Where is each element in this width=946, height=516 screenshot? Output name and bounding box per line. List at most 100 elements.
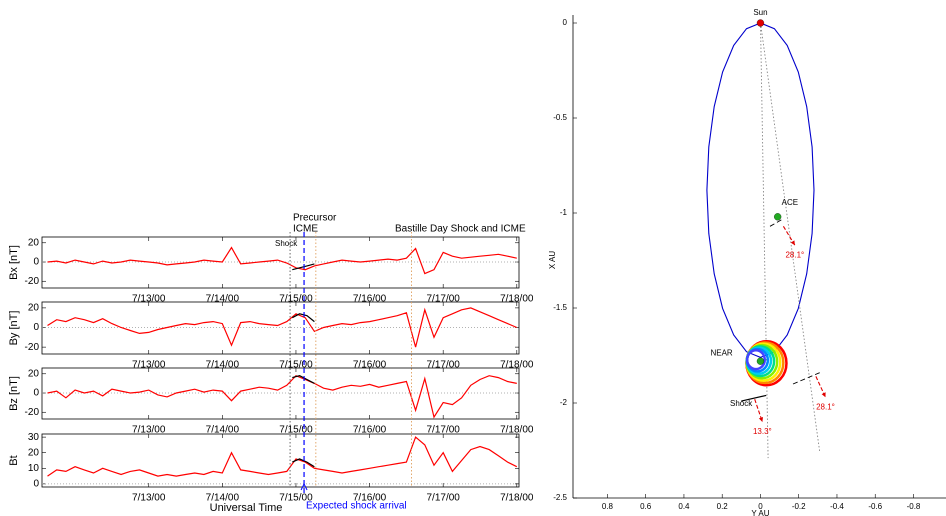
x-tick-label: 7/16/00: [353, 294, 387, 305]
track-line: [760, 22, 821, 453]
x-tick-label: 7/15/00: [279, 425, 313, 436]
x-tick-label: 0.4: [678, 502, 690, 511]
y-tick-label: 0: [33, 257, 39, 268]
x-tick-label: -0.6: [868, 502, 882, 511]
y-tick-label: 0: [33, 388, 39, 399]
x-tick-label: 7/14/00: [206, 294, 240, 305]
panel-frame: [41, 367, 520, 420]
y-tick-label: 10: [28, 463, 40, 474]
data-line: [47, 374, 517, 419]
point-label: ACE: [782, 198, 798, 207]
x-tick-label: -0.2: [792, 502, 806, 511]
panel-plot: [47, 246, 517, 275]
x-tick-label: 7/13/00: [132, 360, 166, 371]
near-glyph: [745, 349, 767, 371]
y-tick-label: -1.5: [553, 303, 567, 312]
x-tick-label: 7/17/00: [426, 294, 460, 305]
x-tick-label: 7/14/00: [206, 360, 240, 371]
overlay-line: [292, 313, 315, 323]
arrow-head: [821, 392, 826, 398]
y-axis-label: Bx [nT]: [8, 245, 20, 280]
x-tick-label: 0: [758, 502, 763, 511]
y-tick-label: -0.5: [553, 113, 567, 122]
x-tick-label: -0.8: [907, 502, 921, 511]
overlay-line: [292, 375, 315, 384]
panel-frame: [41, 301, 520, 355]
data-line: [47, 246, 517, 275]
annotation: Bastille Day Shock and ICME: [395, 224, 526, 235]
y-tick-label: -20: [25, 342, 40, 353]
orbit-path: [706, 22, 815, 358]
point: [774, 213, 782, 221]
y-axis-label: By [nT]: [8, 311, 20, 346]
y-tick-label: -20: [25, 276, 40, 287]
annotation: Precursor: [293, 213, 337, 224]
x-tick-label: 7/14/00: [206, 425, 240, 436]
y-tick-label: 20: [28, 368, 40, 379]
y-tick-label: 20: [28, 303, 40, 314]
y-tick-label: -20: [25, 407, 40, 418]
x-tick-label: 0.2: [717, 502, 729, 511]
x-tick-label: 7/13/00: [132, 425, 166, 436]
x-tick-label: 7/15/00: [279, 360, 313, 371]
x-tick-label: 7/18/00: [500, 425, 534, 436]
x-tick-label: 7/16/00: [353, 493, 387, 504]
x-tick-label: 7/13/00: [132, 493, 166, 504]
event-arrow: [300, 482, 308, 491]
point: [756, 357, 765, 365]
data-line: [47, 307, 518, 348]
annotation: Shock: [730, 399, 753, 408]
x-tick-label: 7/14/00: [206, 493, 240, 504]
panel-plot: [47, 436, 518, 477]
y-tick-label: -1: [560, 208, 568, 217]
track-line: [792, 372, 820, 385]
panel-plot: [47, 307, 518, 348]
y-tick-label: 0: [33, 479, 39, 490]
x-tick-label: 7/18/00: [500, 360, 534, 371]
arrow-head: [758, 417, 763, 422]
y-tick-label: 20: [28, 237, 40, 248]
point-label: Sun: [753, 8, 767, 17]
data-line: [47, 436, 518, 477]
y-axis-label: Bz [nT]: [8, 376, 20, 411]
y-tick-label: 20: [28, 447, 40, 458]
track-line: [769, 218, 784, 227]
annotation: Expected shock arrival: [306, 501, 407, 512]
x-tick-label: 7/15/00: [279, 294, 313, 305]
y-tick-label: 0: [33, 322, 39, 333]
x-tick-label: 7/17/00: [426, 493, 460, 504]
y-tick-label: -2: [560, 398, 568, 407]
annotation: Shock: [275, 239, 298, 248]
orbit-plot: [706, 19, 826, 459]
x-axis-label: Universal Time: [210, 502, 283, 514]
x-tick-label: 7/17/00: [426, 360, 460, 371]
point-label: NEAR: [710, 348, 732, 357]
track-line: [741, 394, 767, 402]
arrow-head: [790, 240, 795, 246]
arrow-label: 28.1°: [816, 402, 835, 411]
point: [756, 19, 765, 27]
overlay-line: [292, 263, 315, 271]
panel-plot: [47, 374, 517, 419]
x-tick-label: 7/17/00: [426, 425, 460, 436]
panel-frame: [41, 433, 520, 488]
annotation: ICME: [293, 224, 318, 235]
x-tick-label: 7/18/00: [500, 294, 534, 305]
track-line: [760, 22, 769, 459]
x-tick-label: 0.8: [602, 502, 614, 511]
x-tick-label: -0.4: [830, 502, 844, 511]
y-tick-label: -2.5: [553, 493, 567, 502]
arrow-label: 13.3°: [753, 427, 772, 436]
x-tick-label: 0.6: [640, 502, 652, 511]
x-tick-label: 7/16/00: [353, 425, 387, 436]
x-tick-label: 7/13/00: [132, 294, 166, 305]
arrow-label: 28.1°: [785, 250, 804, 259]
x-tick-label: 7/16/00: [353, 360, 387, 371]
y-tick-label: 30: [28, 432, 40, 443]
y-axis-label: X AU: [548, 251, 557, 269]
x-axis-label: Y AU: [751, 509, 769, 516]
overlay-line: [292, 458, 315, 468]
x-tick-label: 7/15/00: [279, 493, 313, 504]
